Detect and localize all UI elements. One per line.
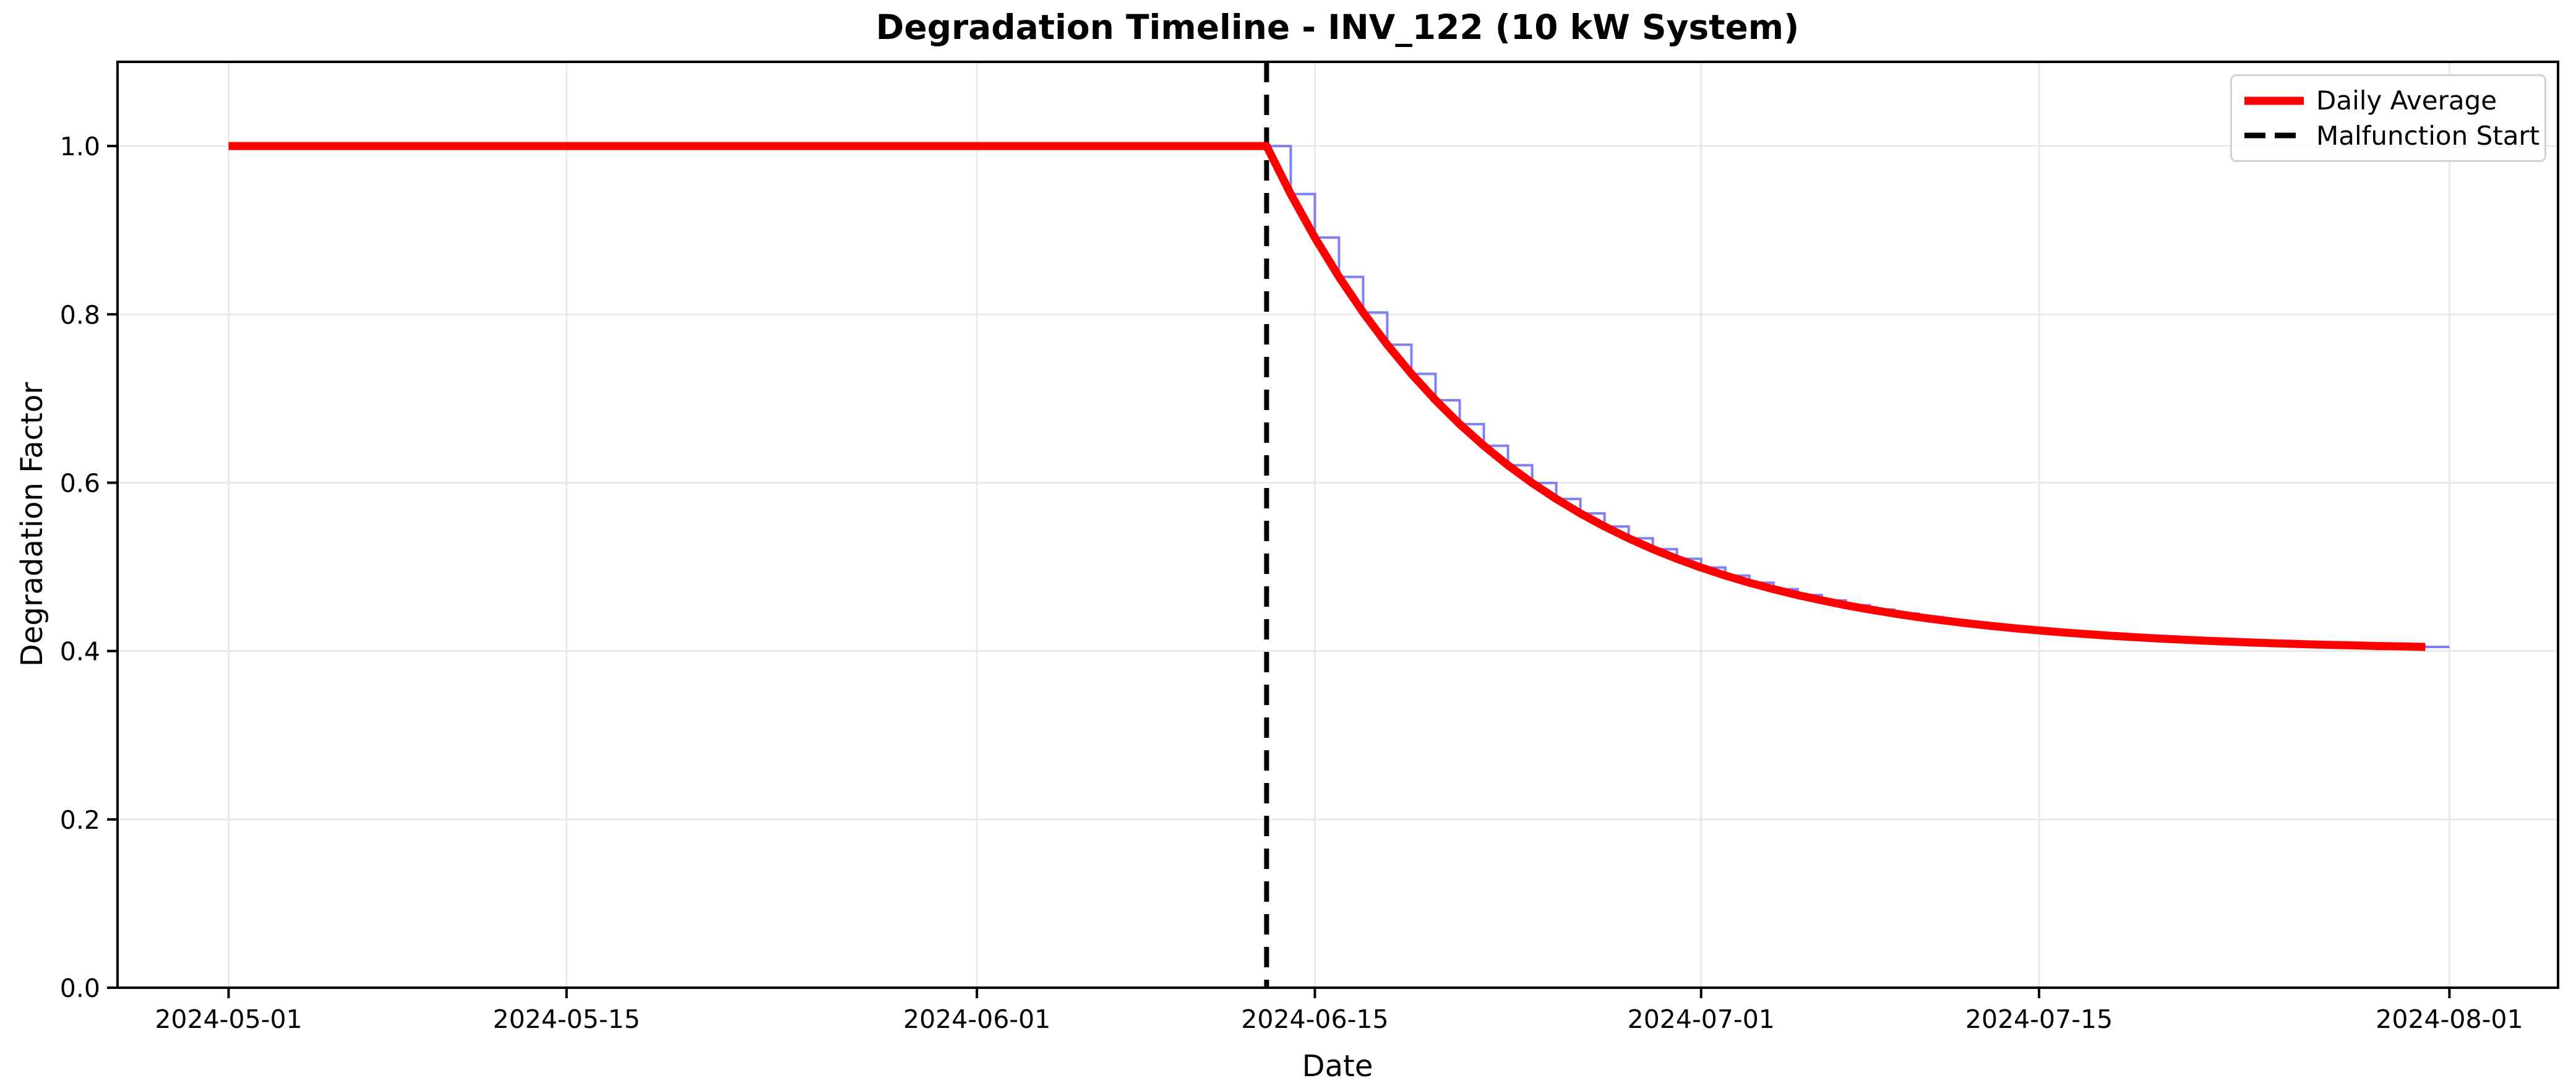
x-tick-label: 2024-07-01 xyxy=(1628,1004,1775,1034)
x-tick-label: 2024-06-15 xyxy=(1241,1004,1388,1034)
legend: Daily Average Malfunction Start xyxy=(2230,74,2546,162)
x-axis-label: Date xyxy=(1302,1049,1373,1084)
malfunction-start-line-icon xyxy=(2244,132,2304,139)
x-tick-label: 2024-07-15 xyxy=(1965,1004,2113,1034)
legend-entry-daily-average: Daily Average xyxy=(2243,85,2533,116)
daily-average-line xyxy=(228,142,2426,651)
daily-average-line-icon xyxy=(2244,96,2304,105)
y-tick-label: 1.0 xyxy=(60,132,100,161)
y-tick-label: 0.4 xyxy=(60,637,100,667)
x-tick-label: 2024-05-15 xyxy=(493,1004,640,1034)
legend-label-malfunction-start: Malfunction Start xyxy=(2316,120,2540,151)
y-tick-label: 0.6 xyxy=(60,468,100,498)
y-tick-label: 0.2 xyxy=(60,805,100,835)
chart-title: Degradation Timeline - INV_122 (10 kW Sy… xyxy=(875,7,1800,47)
plot-border xyxy=(116,61,2559,989)
x-tick-label: 2024-08-01 xyxy=(2376,1004,2523,1034)
legend-entry-malfunction-start: Malfunction Start xyxy=(2243,121,2540,151)
y-tick-label: 0.0 xyxy=(60,973,100,1003)
x-tick-label: 2024-05-01 xyxy=(155,1004,302,1034)
x-tick-label: 2024-06-01 xyxy=(903,1004,1050,1034)
y-tick-label: 0.8 xyxy=(60,300,100,330)
y-axis-label: Degradation Factor xyxy=(15,382,49,667)
legend-label-daily-average: Daily Average xyxy=(2316,85,2497,116)
step-line xyxy=(228,145,2450,648)
